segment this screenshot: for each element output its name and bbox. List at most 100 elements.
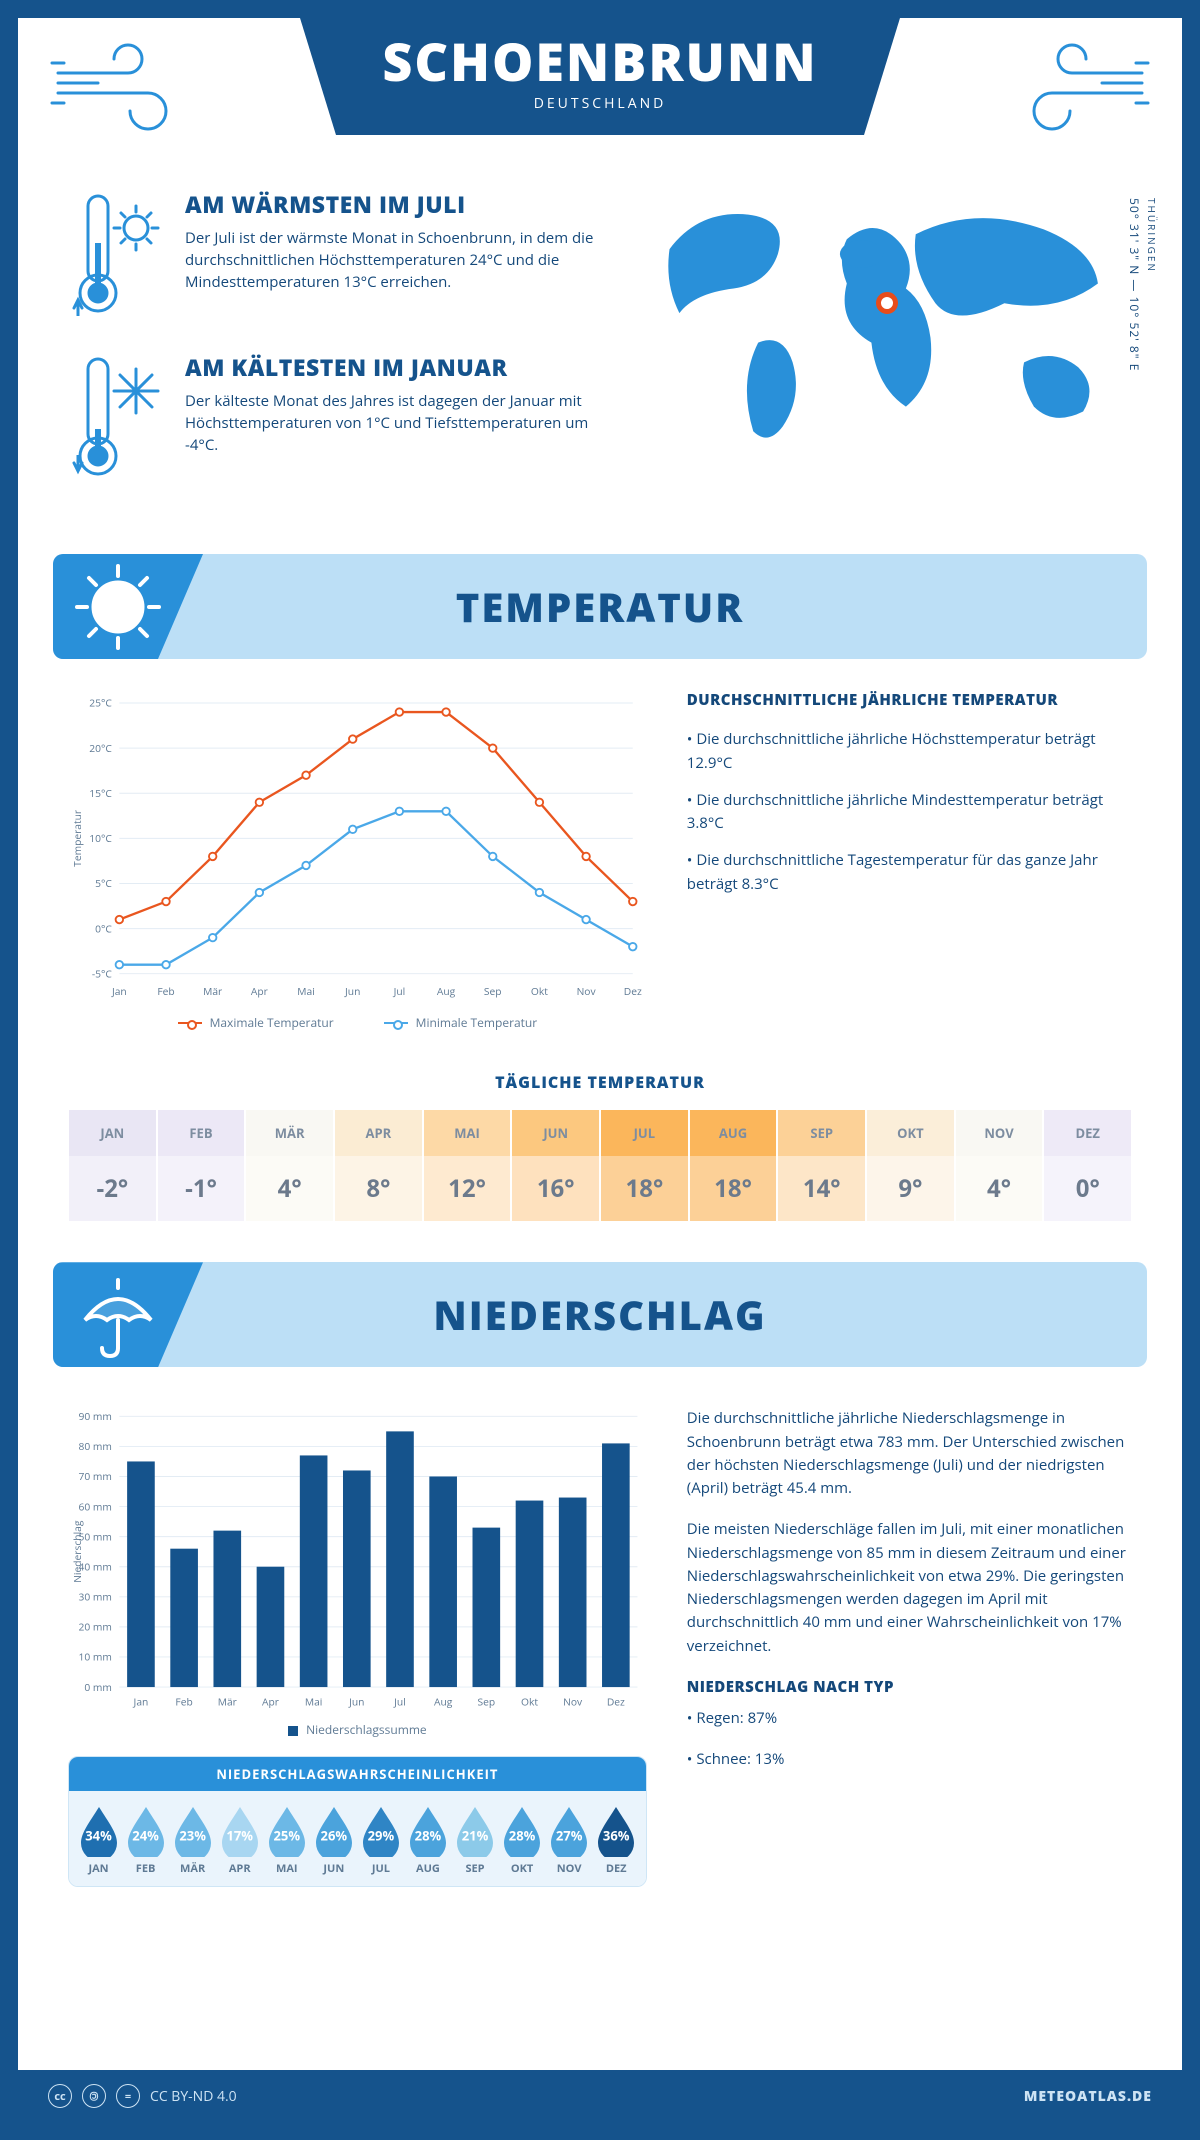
probability-drop: 36% DEZ: [593, 1805, 640, 1876]
svg-text:0°C: 0°C: [95, 922, 112, 936]
section-precip-title: NIEDERSCHLAG: [433, 1287, 766, 1342]
daily-temp-cell: MAI12°: [423, 1109, 512, 1222]
temp-info-heading: DURCHSCHNITTLICHE JÄHRLICHE TEMPERATUR: [687, 689, 1132, 712]
svg-text:Apr: Apr: [262, 1696, 280, 1710]
svg-text:Aug: Aug: [437, 985, 456, 999]
probability-drop: 27% NOV: [546, 1805, 593, 1876]
svg-text:Apr: Apr: [251, 985, 269, 999]
svg-text:Okt: Okt: [521, 1696, 538, 1710]
probability-drop: 23% MÄR: [169, 1805, 216, 1876]
wind-icon: [48, 38, 188, 138]
temp-info-bullet: • Die durchschnittliche Tagestemperatur …: [687, 849, 1132, 896]
probability-title: NIEDERSCHLAGSWAHRSCHEINLICHKEIT: [69, 1757, 646, 1791]
header: SCHOENBRUNN DEUTSCHLAND: [18, 18, 1182, 178]
title-banner: SCHOENBRUNN DEUTSCHLAND: [300, 18, 900, 135]
thermometer-warm-icon: [68, 188, 163, 323]
daily-temp-cell: JUN16°: [511, 1109, 600, 1222]
world-map-svg: [640, 188, 1132, 448]
daily-temp-cell: DEZ0°: [1043, 1109, 1132, 1222]
svg-text:70 mm: 70 mm: [79, 1471, 112, 1485]
svg-text:-5°C: -5°C: [92, 967, 113, 981]
svg-text:Jan: Jan: [111, 985, 127, 999]
fact-warmest: AM WÄRMSTEN IM JULI Der Juli ist der wär…: [68, 188, 610, 323]
daily-temp-cell: APR8°: [334, 1109, 423, 1222]
legend-max: Maximale Temperatur: [210, 1014, 334, 1031]
temp-info-bullet: • Die durchschnittliche jährliche Höchst…: [687, 728, 1132, 775]
precip-type-heading: NIEDERSCHLAG NACH TYP: [687, 1676, 1132, 1699]
svg-text:0 mm: 0 mm: [84, 1681, 112, 1695]
svg-text:Mär: Mär: [218, 1696, 238, 1710]
overview-row: AM WÄRMSTEN IM JULI Der Juli ist der wär…: [18, 178, 1182, 544]
precip-paragraph: Die meisten Niederschläge fallen im Juli…: [687, 1518, 1132, 1658]
probability-drop: 26% JUN: [310, 1805, 357, 1876]
daily-temp-title: TÄGLICHE TEMPERATUR: [18, 1071, 1182, 1093]
cc-icon: cc: [48, 2084, 72, 2108]
temp-info-bullet: • Die durchschnittliche jährliche Mindes…: [687, 789, 1132, 836]
probability-drop: 34% JAN: [75, 1805, 122, 1876]
svg-text:Temperatur: Temperatur: [71, 809, 85, 867]
license: cc 🄯 = CC BY-ND 4.0: [48, 2084, 237, 2108]
svg-text:25°C: 25°C: [89, 697, 112, 711]
precip-paragraph: Die durchschnittliche jährliche Niedersc…: [687, 1407, 1132, 1500]
svg-text:Mär: Mär: [203, 985, 223, 999]
svg-text:Mai: Mai: [305, 1696, 323, 1710]
precip-type-snow: • Schnee: 13%: [687, 1748, 1132, 1771]
umbrella-icon: [73, 1270, 163, 1360]
svg-text:Feb: Feb: [157, 985, 174, 999]
temperature-row: -5°C0°C5°C10°C15°C20°C25°CJanFebMärAprMa…: [18, 689, 1182, 1051]
daily-temp-cell: AUG18°: [689, 1109, 778, 1222]
brand-name: METEOATLAS.DE: [1024, 2087, 1152, 2106]
by-icon: 🄯: [82, 2084, 106, 2108]
svg-text:Sep: Sep: [477, 1696, 495, 1710]
precipitation-info: Die durchschnittliche jährliche Niedersc…: [687, 1407, 1132, 1887]
daily-temp-table: JAN-2°FEB-1°MÄR4°APR8°MAI12°JUN16°JUL18°…: [68, 1109, 1132, 1222]
coordinates: THÜRINGEN 50° 31' 3" N — 10° 52' 8" E: [1125, 198, 1160, 371]
svg-text:80 mm: 80 mm: [79, 1441, 112, 1455]
world-map: THÜRINGEN 50° 31' 3" N — 10° 52' 8" E: [640, 188, 1132, 514]
svg-text:Jun: Jun: [348, 1696, 364, 1710]
svg-text:5°C: 5°C: [95, 877, 112, 891]
wind-icon: [1012, 38, 1152, 138]
svg-text:Okt: Okt: [531, 985, 548, 999]
svg-text:Niederschlag: Niederschlag: [71, 1521, 85, 1584]
svg-text:Dez: Dez: [624, 985, 642, 999]
temp-chart-legend: Maximale Temperatur Minimale Temperatur: [68, 1014, 647, 1031]
temperature-chart: -5°C0°C5°C10°C15°C20°C25°CJanFebMärAprMa…: [68, 689, 647, 1031]
probability-drop: 29% JUL: [357, 1805, 404, 1876]
section-temp-title: TEMPERATUR: [456, 579, 745, 634]
city-name: SCHOENBRUNN: [300, 36, 900, 88]
svg-text:60 mm: 60 mm: [79, 1501, 112, 1515]
svg-text:Sep: Sep: [484, 985, 502, 999]
svg-text:Jul: Jul: [393, 985, 406, 999]
fact-warm-text: Der Juli ist der wärmste Monat in Schoen…: [185, 228, 610, 293]
svg-text:Jun: Jun: [344, 985, 360, 999]
fact-coldest: AM KÄLTESTEN IM JANUAR Der kälteste Mona…: [68, 351, 610, 486]
legend-min: Minimale Temperatur: [416, 1014, 538, 1031]
probability-drop: 24% FEB: [122, 1805, 169, 1876]
svg-text:10°C: 10°C: [89, 832, 112, 846]
daily-temp-cell: NOV4°: [955, 1109, 1044, 1222]
probability-drop: 21% SEP: [452, 1805, 499, 1876]
svg-text:90 mm: 90 mm: [79, 1410, 112, 1424]
precipitation-row: 0 mm10 mm20 mm30 mm40 mm50 mm60 mm70 mm8…: [18, 1397, 1182, 1897]
legend-precip: Niederschlagssumme: [306, 1721, 427, 1738]
fact-cold-text: Der kälteste Monat des Jahres ist dagege…: [185, 391, 610, 456]
thermometer-cold-icon: [68, 351, 163, 486]
daily-temp-cell: JUL18°: [600, 1109, 689, 1222]
latitude: 50° 31' 3" N: [1126, 198, 1143, 275]
svg-text:20°C: 20°C: [89, 742, 112, 756]
infographic-container: SCHOENBRUNN DEUTSCHLAND: [0, 0, 1200, 2140]
svg-text:Jul: Jul: [393, 1696, 406, 1710]
daily-temp-cell: FEB-1°: [157, 1109, 246, 1222]
svg-text:Aug: Aug: [434, 1696, 453, 1710]
precipitation-chart: 0 mm10 mm20 mm30 mm40 mm50 mm60 mm70 mm8…: [68, 1407, 647, 1738]
probability-drop: 28% AUG: [404, 1805, 451, 1876]
svg-text:10 mm: 10 mm: [79, 1651, 112, 1665]
footer: cc 🄯 = CC BY-ND 4.0 METEOATLAS.DE: [18, 2070, 1182, 2122]
svg-text:Nov: Nov: [563, 1696, 583, 1710]
probability-drop: 28% OKT: [499, 1805, 546, 1876]
precip-chart-legend: Niederschlagssumme: [68, 1721, 647, 1738]
daily-temp-cell: MÄR4°: [245, 1109, 334, 1222]
section-temperature-banner: TEMPERATUR: [53, 554, 1147, 659]
svg-text:Mai: Mai: [297, 985, 315, 999]
